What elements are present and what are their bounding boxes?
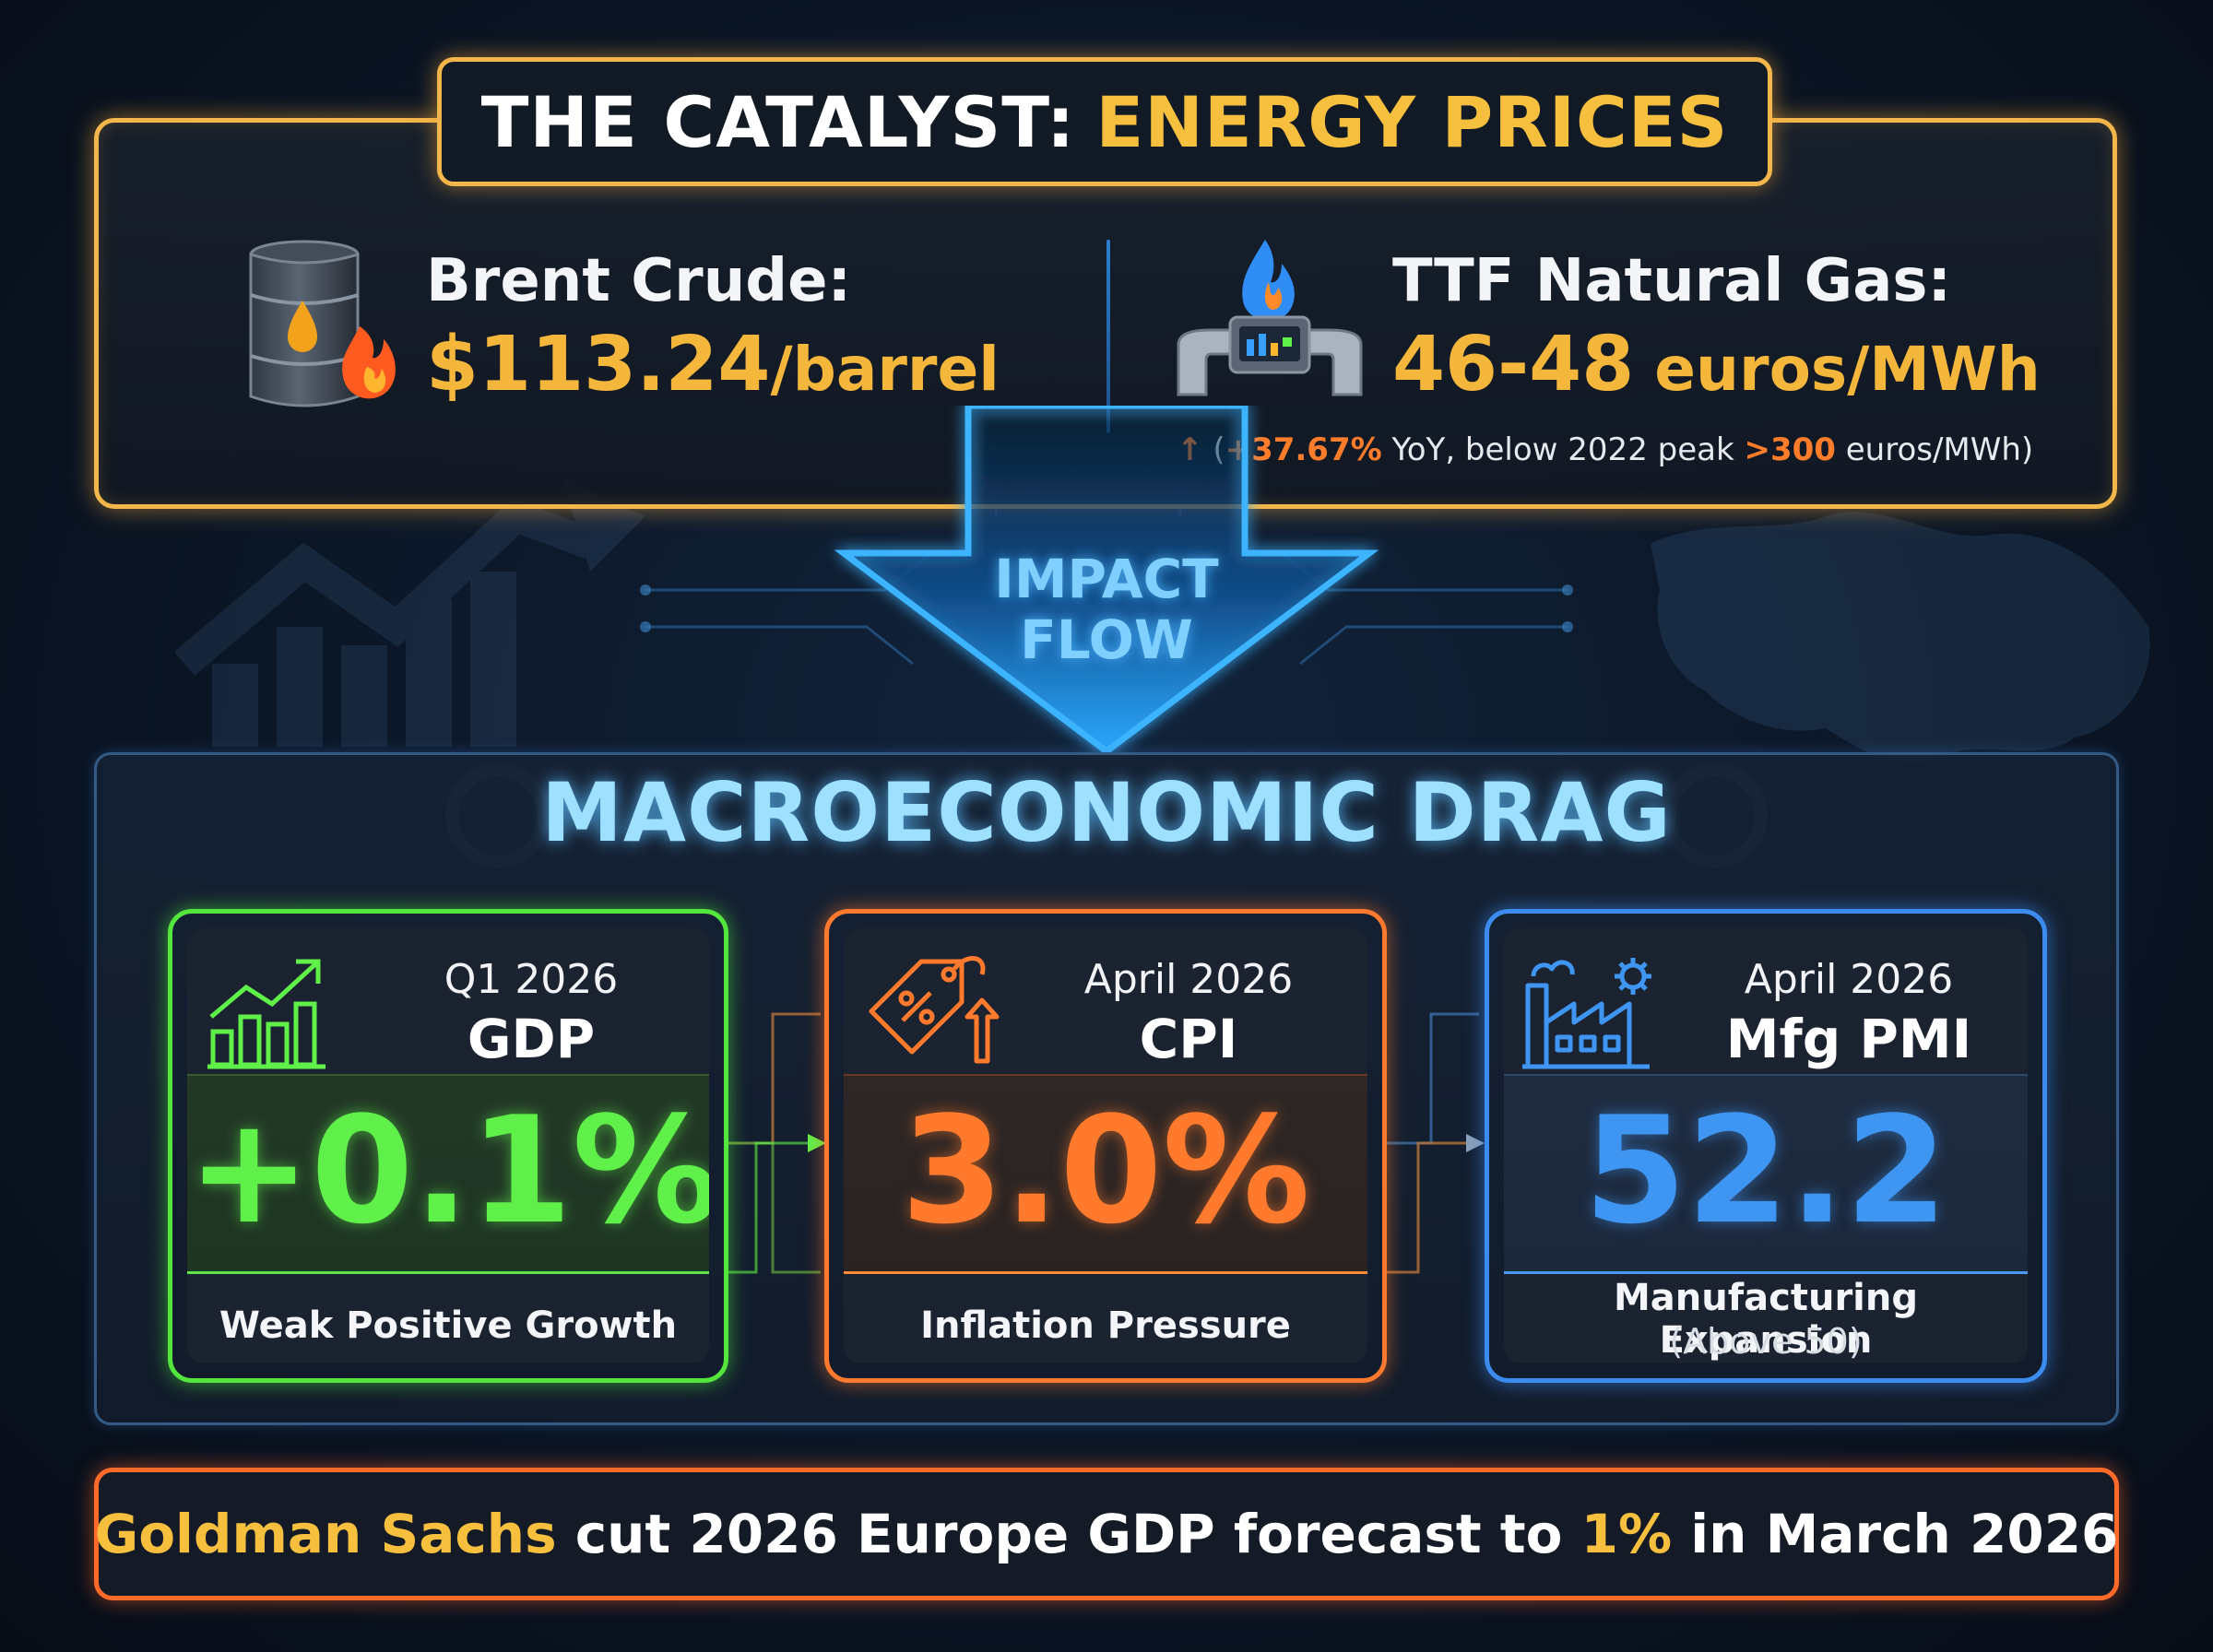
gas-price: 46-48 — [1392, 321, 1635, 408]
forecast-banner: Goldman Sachs cut 2026 Europe GDP foreca… — [94, 1468, 2119, 1600]
brent-price: $113.24 — [426, 321, 771, 408]
catalyst-title: THE CATALYST: ENERGY PRICES — [437, 57, 1772, 186]
cpi-card: April 2026 CPI 3.0% Inflation Pressure — [824, 909, 1387, 1383]
pmi-caption: Manufacturing Expansion — [1614, 1277, 1918, 1362]
gdp-value-band: +0.1% — [187, 1074, 709, 1274]
cpi-value-band: 3.0% — [844, 1074, 1367, 1274]
gdp-period: Q1 2026 — [444, 956, 619, 1003]
cpi-period: April 2026 — [1083, 956, 1294, 1003]
pmi-period: April 2026 — [1744, 956, 1954, 1003]
gas-yoy-change: +37.67% — [1225, 431, 1382, 468]
oil-barrel-icon — [249, 240, 396, 407]
background-chart-icon — [174, 479, 645, 747]
gdp-caption: Weak Positive Growth — [219, 1304, 678, 1347]
gas-pipeline-icon — [1177, 240, 1363, 396]
connector-cpi-pmi — [1387, 1012, 1485, 1274]
catalyst-divider — [1106, 240, 1110, 433]
brent-unit: /barrel — [770, 334, 1000, 405]
gas-yoy-note: ↑ (+37.67% YoY, below 2022 peak >300 eur… — [1177, 431, 2033, 468]
banner-forecast-value: 1% — [1580, 1503, 1673, 1565]
pmi-metric: Mfg PMI — [1725, 1008, 1972, 1070]
brent-value-line: $113.24/barrel — [426, 321, 1000, 408]
factory-icon — [1522, 958, 1651, 1069]
brent-label: Brent Crude: — [426, 247, 852, 315]
gdp-card: Q1 2026 GDP Growth +0.1% Weak Positive G… — [168, 909, 728, 1383]
impact-flow-label: IMPACT FLOW — [994, 548, 1219, 671]
gas-value-line: 46-48 euros/MWh — [1392, 321, 2041, 408]
pmi-caption-note: (Above 50) — [1669, 1321, 1863, 1362]
connector-gdp-cpi — [728, 1012, 826, 1274]
gas-peak-value: >300 — [1744, 431, 1836, 468]
gdp-value: +0.1% — [187, 1084, 709, 1257]
title-white: THE CATALYST: — [480, 80, 1076, 163]
cpi-value: 3.0% — [901, 1084, 1310, 1257]
growth-chart-icon — [207, 959, 325, 1069]
macro-title: MACROECONOMIC DRAG — [541, 765, 1672, 860]
cpi-metric: CPI — [1139, 1008, 1238, 1070]
background-map-icon — [1651, 512, 2150, 762]
title-gold: ENERGY PRICES — [1095, 80, 1729, 163]
banner-firm: Goldman Sachs — [94, 1503, 557, 1565]
gas-label: TTF Natural Gas: — [1392, 247, 1952, 315]
pmi-value-band: 52.2 — [1504, 1074, 2028, 1274]
impact-arrow-icon — [834, 406, 1379, 756]
price-tag-icon — [869, 956, 1000, 1064]
cpi-caption: Inflation Pressure — [920, 1304, 1291, 1347]
pmi-card: April 2026 Mfg PMI 52.2 Manufacturing Ex… — [1485, 909, 2047, 1383]
pmi-value: 52.2 — [1583, 1084, 1948, 1257]
gas-unit: euros/MWh — [1654, 334, 2041, 405]
